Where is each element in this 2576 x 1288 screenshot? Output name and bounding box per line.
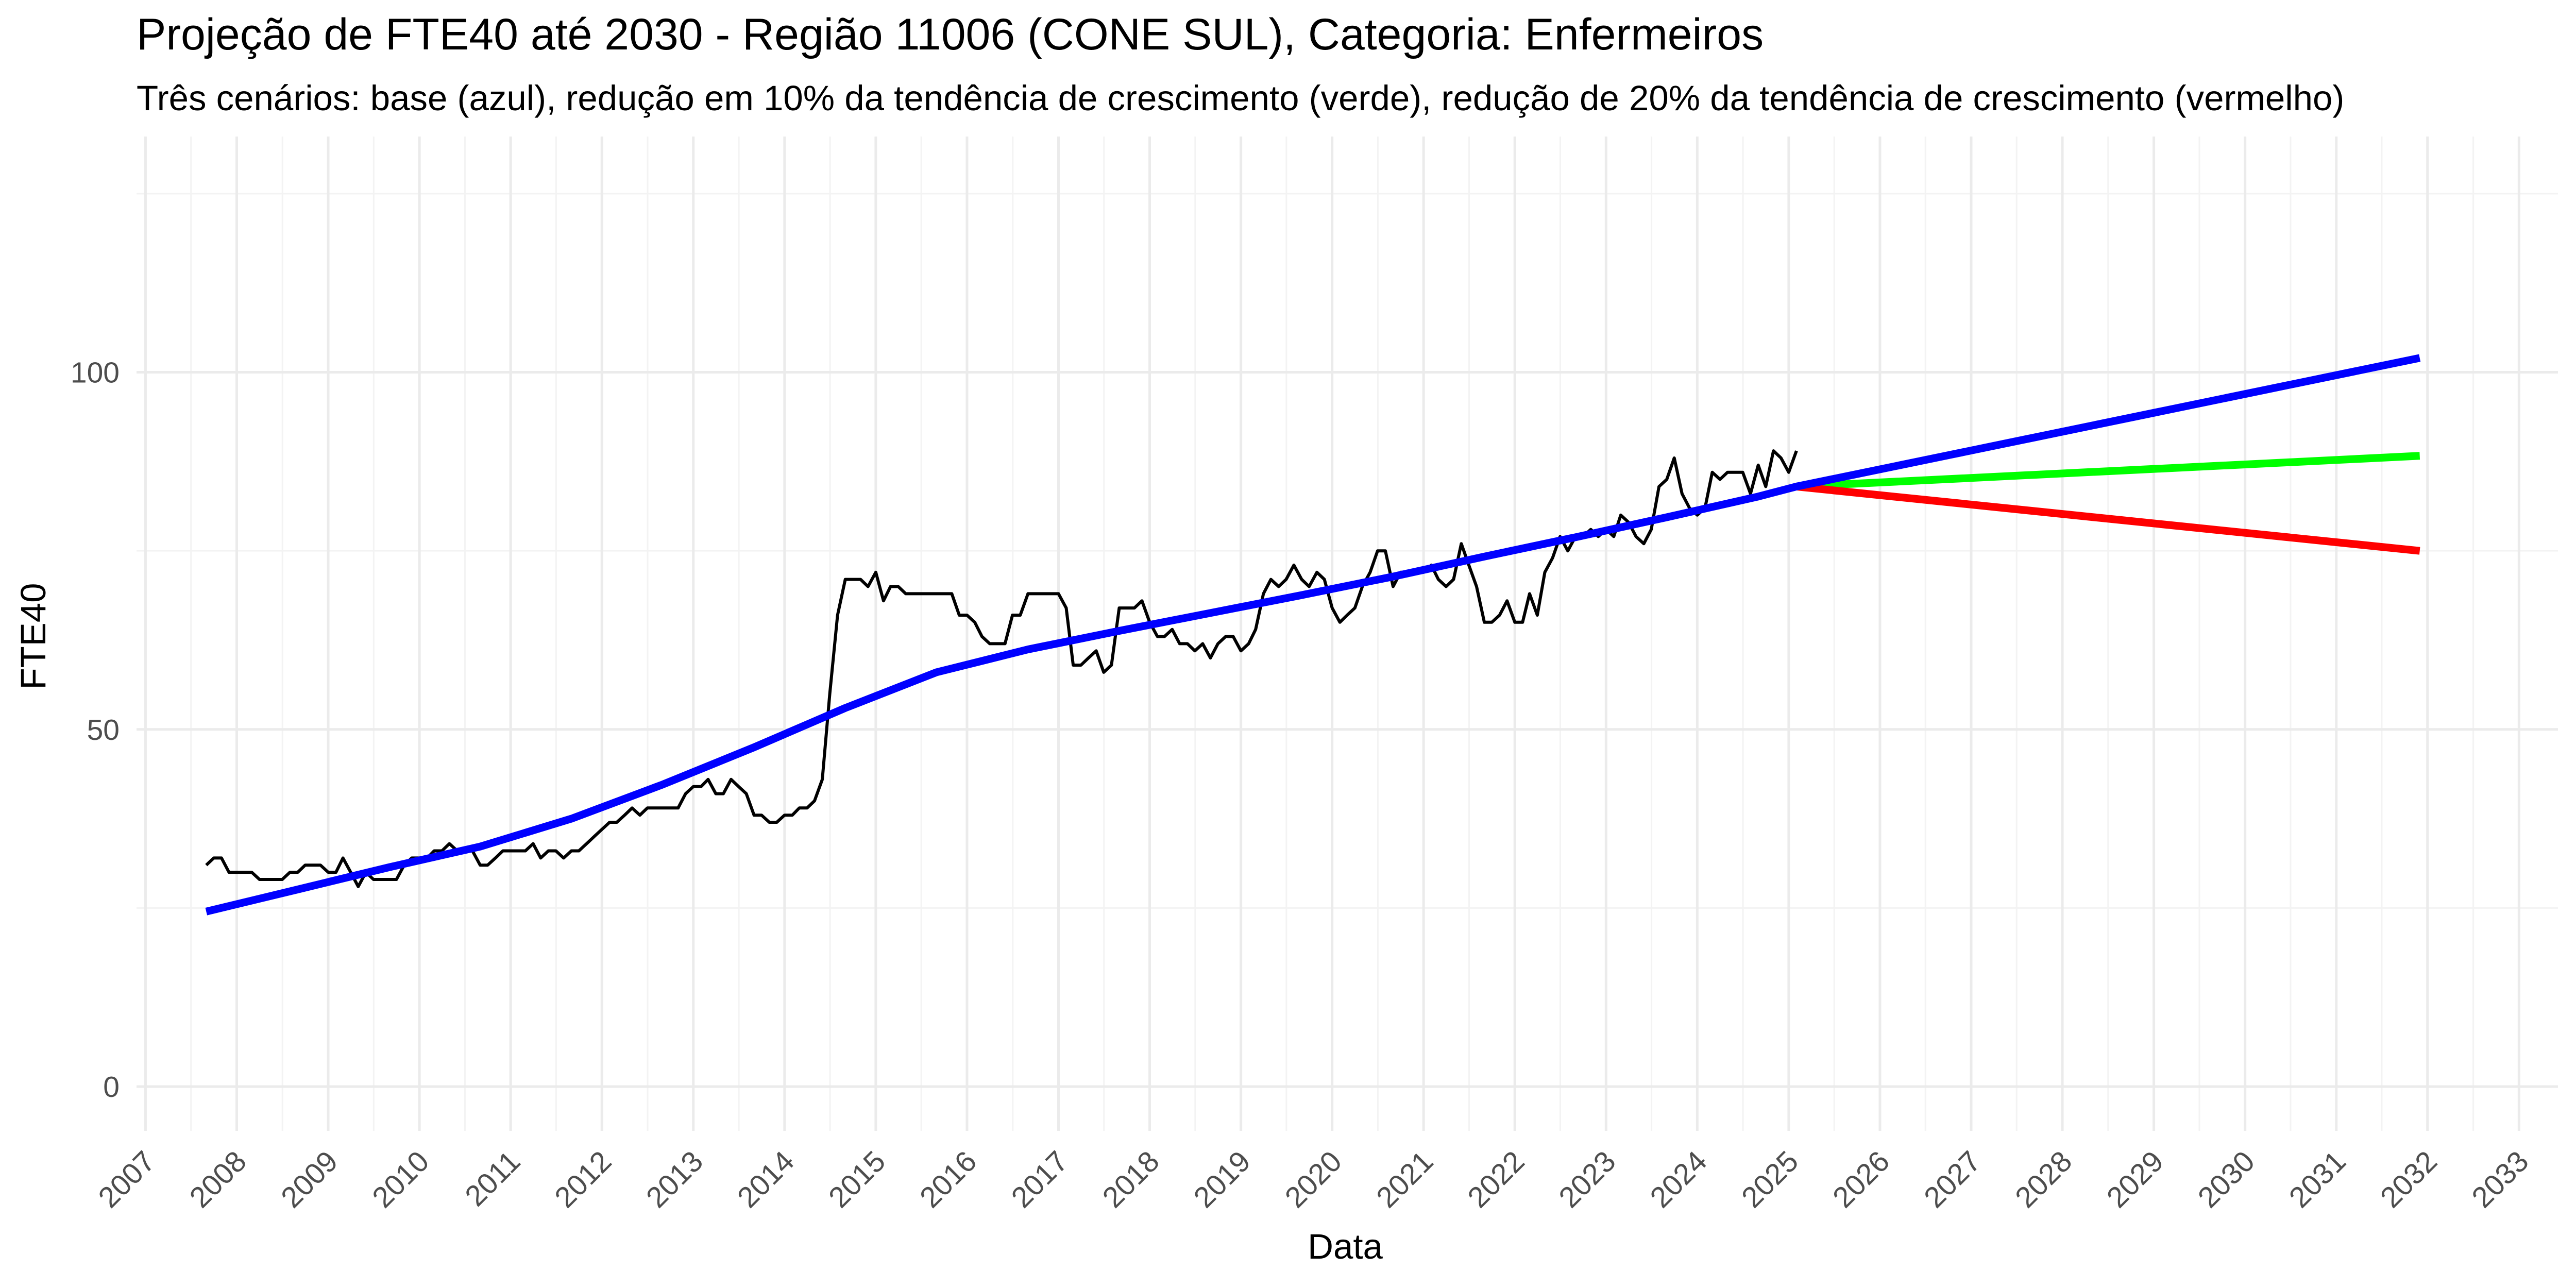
x-tick-label: 2026: [1826, 1145, 1896, 1214]
x-tick-label: 2016: [913, 1145, 983, 1214]
x-tick-label: 2032: [2374, 1145, 2444, 1214]
x-tick-label: 2022: [1462, 1145, 1531, 1214]
x-tick-label: 2033: [2466, 1145, 2535, 1214]
series-line-red: [1796, 482, 2420, 555]
x-tick-label: 2013: [640, 1145, 709, 1214]
x-tick-label: 2011: [459, 1145, 527, 1213]
x-tick-label: 2024: [1644, 1145, 1714, 1214]
x-tick-label: 2009: [275, 1145, 344, 1214]
x-tick-label: 2023: [1553, 1145, 1622, 1214]
y-axis-title: FTE40: [13, 583, 53, 689]
x-tick-label: 2027: [1918, 1145, 1987, 1214]
x-tick-label: 2030: [2192, 1145, 2261, 1214]
x-tick-label: 2015: [822, 1145, 892, 1214]
y-tick-label: 0: [103, 1071, 120, 1104]
x-tick-label: 2025: [1735, 1145, 1805, 1214]
x-tick-label: 2031: [2283, 1145, 2352, 1214]
x-axis-title: Data: [1308, 1227, 1383, 1266]
x-tick-label: 2012: [548, 1145, 618, 1214]
y-tick-label: 50: [87, 714, 120, 747]
chart-subtitle: Três cenários: base (azul), redução em 1…: [137, 78, 2344, 118]
y-tick-label: 100: [71, 357, 120, 389]
y-axis-ticks: 0 50 100: [71, 357, 120, 1104]
major-gridlines: [137, 137, 2558, 1131]
series-line-green: [1796, 452, 2420, 490]
x-tick-label: 2028: [2009, 1145, 2078, 1214]
x-tick-label: 2008: [183, 1145, 253, 1214]
minor-gridlines: [137, 137, 2558, 1131]
series-line-observed: [205, 449, 1798, 888]
chart-title: Projeção de FTE40 até 2030 - Região 1100…: [137, 10, 1764, 59]
x-tick-label: 2010: [366, 1145, 435, 1214]
series-lines: [205, 354, 2421, 916]
x-tick-label: 2007: [92, 1145, 162, 1214]
x-tick-label: 2029: [2100, 1145, 2170, 1214]
series-line-blue: [205, 354, 2421, 916]
x-axis-ticks: 2007 2008 2009 2010 2011 2012 2013 2014 2015 2016…: [92, 1145, 2535, 1214]
x-tick-label: 2018: [1096, 1145, 1166, 1214]
x-tick-label: 2014: [731, 1145, 801, 1214]
x-tick-label: 2017: [1005, 1145, 1075, 1214]
x-tick-label: 2020: [1279, 1145, 1348, 1214]
x-tick-label: 2019: [1188, 1145, 1257, 1214]
x-tick-label: 2021: [1370, 1145, 1439, 1214]
